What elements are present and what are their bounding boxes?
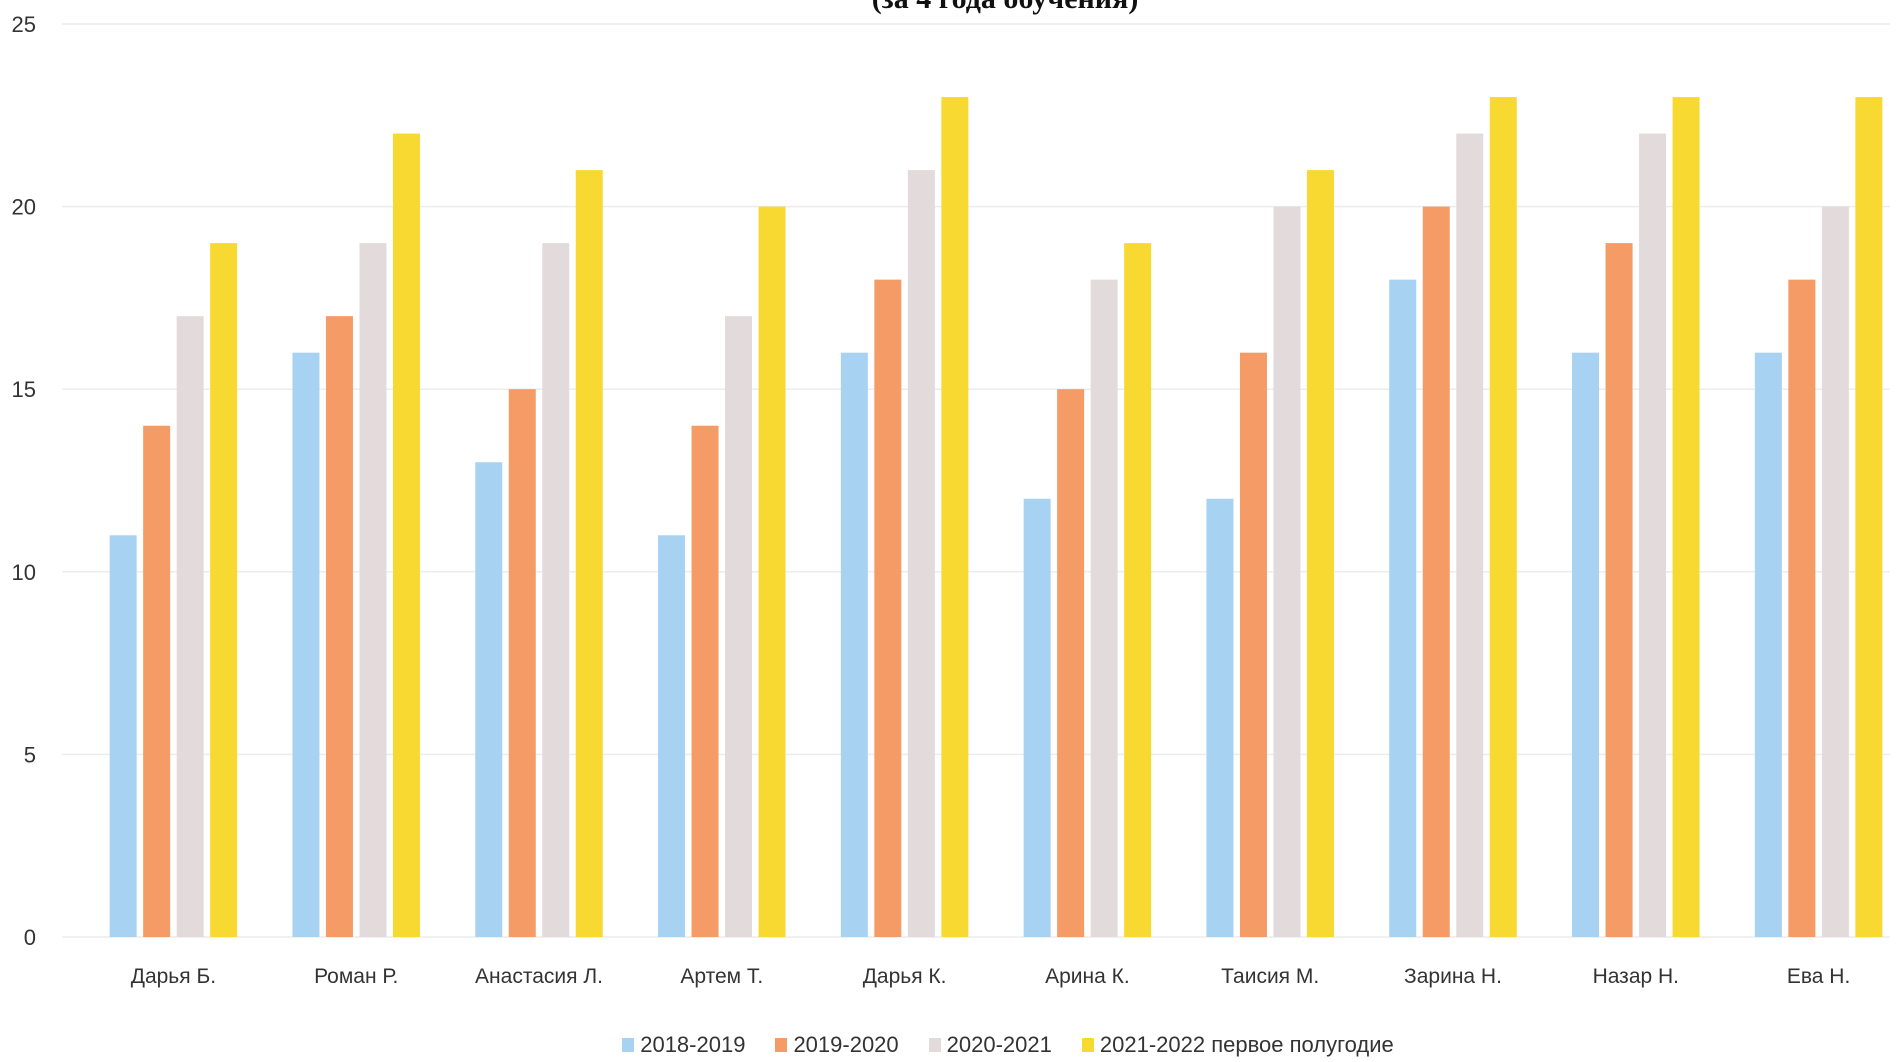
x-tick-label: Дарья К. bbox=[863, 965, 947, 988]
x-tick-label: Роман Р. bbox=[314, 965, 398, 988]
bar-2019-2020-2 bbox=[509, 389, 536, 937]
bar-2021-2022-первое-полугодие-0 bbox=[210, 243, 237, 937]
bar-2018-2019-5 bbox=[1024, 499, 1051, 937]
legend-swatch bbox=[1082, 1038, 1094, 1052]
legend-label: 2018-2019 bbox=[640, 1032, 745, 1058]
x-tick-label: Дарья Б. bbox=[131, 965, 216, 988]
legend-swatch bbox=[775, 1038, 787, 1052]
y-tick-label: 25 bbox=[12, 12, 36, 37]
y-tick-label: 5 bbox=[24, 742, 36, 767]
x-axis-ticks: Дарья Б. Роман Р. Анастасия Л. Артем Т. Дарь… bbox=[131, 965, 1851, 988]
bar-2020-2021-3 bbox=[725, 316, 752, 937]
bar-2019-2020-1 bbox=[326, 316, 353, 937]
bar-2019-2020-5 bbox=[1057, 389, 1084, 937]
x-tick-label: Назар Н. bbox=[1593, 965, 1679, 988]
bar-2019-2020-3 bbox=[692, 426, 719, 937]
bar-2020-2021-2 bbox=[542, 243, 569, 937]
bar-2019-2020-6 bbox=[1240, 353, 1267, 937]
bar-2020-2021-0 bbox=[177, 316, 204, 937]
bar-2021-2022-первое-полугодие-1 bbox=[393, 134, 420, 937]
bar-2020-2021-5 bbox=[1091, 280, 1118, 937]
bar-2018-2019-6 bbox=[1206, 499, 1233, 937]
bar-2018-2019-1 bbox=[292, 353, 319, 937]
bars-group bbox=[110, 97, 1883, 937]
bar-2021-2022-первое-полугодие-2 bbox=[576, 170, 603, 937]
bar-2021-2022-первое-полугодие-9 bbox=[1855, 97, 1882, 937]
y-tick-label: 15 bbox=[12, 377, 36, 402]
bar-2019-2020-4 bbox=[874, 280, 901, 937]
y-tick-label: 20 bbox=[12, 195, 36, 220]
bar-2020-2021-7 bbox=[1456, 134, 1483, 937]
bar-2021-2022-первое-полугодие-5 bbox=[1124, 243, 1151, 937]
legend-item: 2019-2020 bbox=[775, 1032, 898, 1058]
chart-title: (за 4 года обучения) bbox=[872, 0, 1139, 15]
x-tick-label: Анастасия Л. bbox=[475, 965, 603, 988]
bar-2021-2022-первое-полугодие-7 bbox=[1490, 97, 1517, 937]
legend-swatch bbox=[929, 1038, 941, 1052]
y-tick-label: 0 bbox=[24, 925, 36, 950]
legend-swatch bbox=[622, 1038, 634, 1052]
bar-2020-2021-6 bbox=[1273, 207, 1300, 937]
legend-label: 2020-2021 bbox=[947, 1032, 1052, 1058]
x-tick-label: Арина К. bbox=[1045, 965, 1130, 988]
bar-2020-2021-9 bbox=[1822, 207, 1849, 937]
legend-item: 2020-2021 bbox=[929, 1032, 1052, 1058]
bar-2019-2020-8 bbox=[1606, 243, 1633, 937]
legend-label: 2019-2020 bbox=[793, 1032, 898, 1058]
bar-2018-2019-3 bbox=[658, 535, 685, 937]
x-tick-label: Ева Н. bbox=[1787, 965, 1850, 988]
bar-2021-2022-первое-полугодие-3 bbox=[759, 207, 786, 937]
bar-2020-2021-1 bbox=[359, 243, 386, 937]
x-tick-label: Зарина Н. bbox=[1404, 965, 1502, 988]
legend-label: 2021-2022 первое полугодие bbox=[1100, 1032, 1394, 1058]
bar-2018-2019-4 bbox=[841, 353, 868, 937]
bar-2019-2020-0 bbox=[143, 426, 170, 937]
bar-2019-2020-9 bbox=[1788, 280, 1815, 937]
y-tick-label: 10 bbox=[12, 560, 36, 585]
bar-2018-2019-2 bbox=[475, 462, 502, 937]
bar-2018-2019-9 bbox=[1755, 353, 1782, 937]
bar-2018-2019-7 bbox=[1389, 280, 1416, 937]
bar-2020-2021-8 bbox=[1639, 134, 1666, 937]
legend-item: 2018-2019 bbox=[622, 1032, 745, 1058]
legend: 2018-2019 2019-2020 2020-2021 2021-2022 пер… bbox=[0, 1028, 1896, 1062]
x-tick-label: Артем Т. bbox=[680, 965, 763, 988]
bar-2021-2022-первое-полугодие-8 bbox=[1673, 97, 1700, 937]
bar-2019-2020-7 bbox=[1423, 207, 1450, 937]
bar-2021-2022-первое-полугодие-6 bbox=[1307, 170, 1334, 937]
bar-2018-2019-0 bbox=[110, 535, 137, 937]
bar-2020-2021-4 bbox=[908, 170, 935, 937]
x-tick-label: Таисия М. bbox=[1221, 965, 1319, 988]
legend-item: 2021-2022 первое полугодие bbox=[1082, 1032, 1394, 1058]
bar-2018-2019-8 bbox=[1572, 353, 1599, 937]
y-axis-ticks: 0 5 10 15 20 25 bbox=[12, 12, 36, 950]
bar-2021-2022-первое-полугодие-4 bbox=[941, 97, 968, 937]
